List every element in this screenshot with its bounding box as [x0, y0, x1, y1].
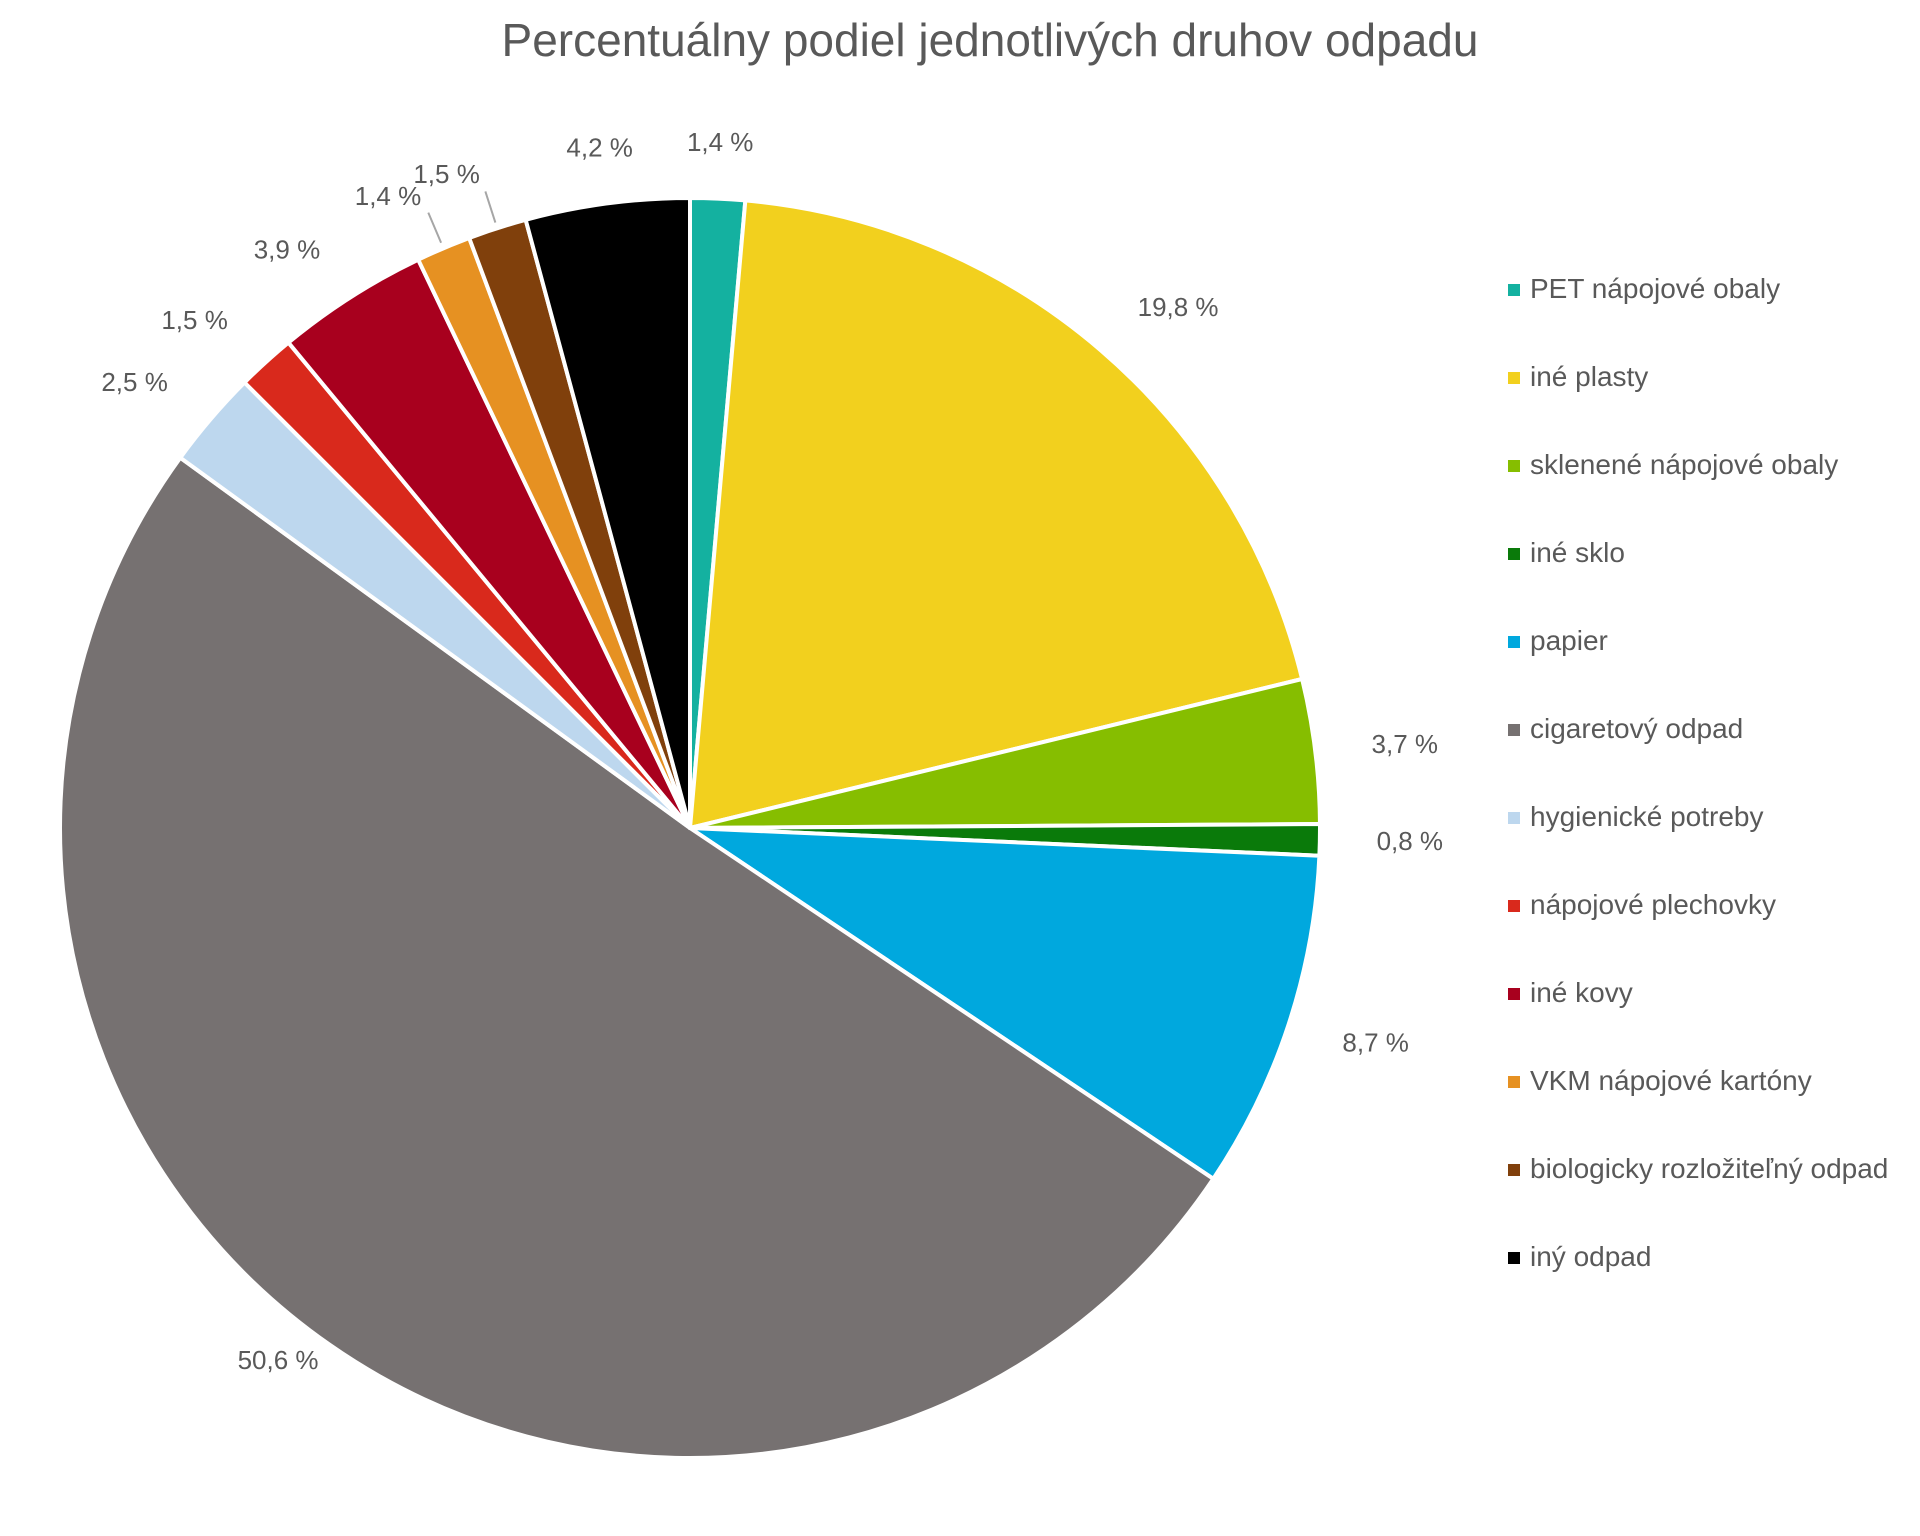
- pie-slice-ine-plasty: [688, 198, 1305, 830]
- legend-swatch: [1508, 1252, 1520, 1264]
- data-label-ine-kovy: 3,9 %: [254, 234, 321, 264]
- pie-slices: [58, 196, 1322, 1460]
- legend-item-hygienicke-potreby: hygienické potreby: [1508, 801, 1763, 832]
- legend-item-sklenene-napojove-obaly: sklenené nápojové obaly: [1508, 449, 1838, 480]
- legend-swatch: [1508, 1076, 1520, 1088]
- data-label-napojove-plechovky: 1,5 %: [161, 305, 228, 335]
- data-label-ine-sklo: 0,8 %: [1377, 826, 1444, 856]
- data-label-hygienicke-potreby: 2,5 %: [101, 367, 168, 397]
- pie-slice-cigaretovy-odpad: [58, 455, 1216, 1460]
- legend-item-pet-napojove-obaly: PET nápojové obaly: [1508, 273, 1780, 304]
- legend-label: cigaretový odpad: [1530, 713, 1743, 744]
- legend-swatch: [1508, 812, 1520, 824]
- legend-label: sklenené nápojové obaly: [1530, 449, 1838, 480]
- data-label-iny-odpad: 4,2 %: [566, 132, 633, 162]
- legend-item-iny-odpad: iný odpad: [1508, 1241, 1651, 1272]
- legend-item-ine-plasty: iné plasty: [1508, 361, 1648, 392]
- legend-item-cigaretovy-odpad: cigaretový odpad: [1508, 713, 1743, 744]
- legend-swatch: [1508, 1164, 1520, 1176]
- legend-item-ine-kovy: iné kovy: [1508, 977, 1633, 1008]
- legend-label: iné plasty: [1530, 361, 1648, 392]
- legend-label: iné kovy: [1530, 977, 1633, 1008]
- legend-swatch: [1508, 900, 1520, 912]
- legend-label: iný odpad: [1530, 1241, 1651, 1272]
- data-label-sklenene-napojove-obaly: 3,7 %: [1372, 729, 1439, 759]
- data-label-ine-plasty: 19,8 %: [1138, 292, 1219, 322]
- legend: PET nápojové obaly iné plasty sklenené náp…: [1508, 273, 1888, 1272]
- data-labels: 1,4 % 19,8 % 3,7 % 0,8 % 8,7 % 50,6 % 2,5 % 1,5…: [101, 127, 1443, 1375]
- legend-item-vkm-napojove-kartony: VKM nápojové kartóny: [1508, 1065, 1812, 1096]
- pie-slice-iny-odpad: [523, 196, 692, 830]
- legend-item-biologicky-rozlozitelny-odpad: biologicky rozložiteľný odpad: [1508, 1153, 1888, 1184]
- legend-swatch: [1508, 460, 1520, 472]
- data-label-pet-napojove-obaly: 1,4 %: [687, 127, 754, 157]
- data-label-cigaretovy-odpad: 50,6 %: [238, 1345, 319, 1375]
- legend-swatch: [1508, 284, 1520, 296]
- legend-swatch: [1508, 372, 1520, 384]
- leader-line-vkm-napojove-kartony: [427, 212, 443, 244]
- chart-title: Percentuálny podiel jednotlivých druhov …: [502, 14, 1479, 66]
- legend-label: VKM nápojové kartóny: [1530, 1065, 1812, 1096]
- legend-item-ine-sklo: iné sklo: [1508, 537, 1625, 568]
- legend-swatch: [1508, 636, 1520, 648]
- legend-label: iné sklo: [1530, 537, 1625, 568]
- leader-line-biologicky-rozlozitelny-odpad: [484, 191, 497, 223]
- legend-swatch: [1508, 724, 1520, 736]
- data-label-papier: 8,7 %: [1342, 1027, 1409, 1057]
- legend-swatch: [1508, 988, 1520, 1000]
- data-label-biologicky-rozlozitelny-odpad: 1,5 %: [413, 159, 480, 189]
- legend-label: papier: [1530, 625, 1608, 656]
- legend-swatch: [1508, 548, 1520, 560]
- pie-slice-papier: [688, 826, 1322, 1181]
- legend-label: nápojové plechovky: [1530, 889, 1776, 920]
- data-label-vkm-napojove-kartony: 1,4 %: [355, 181, 422, 211]
- legend-item-napojove-plechovky: nápojové plechovky: [1508, 889, 1776, 920]
- legend-label: hygienické potreby: [1530, 801, 1763, 832]
- legend-item-papier: papier: [1508, 625, 1608, 656]
- legend-label: PET nápojové obaly: [1530, 273, 1780, 304]
- legend-label: biologicky rozložiteľný odpad: [1530, 1153, 1888, 1184]
